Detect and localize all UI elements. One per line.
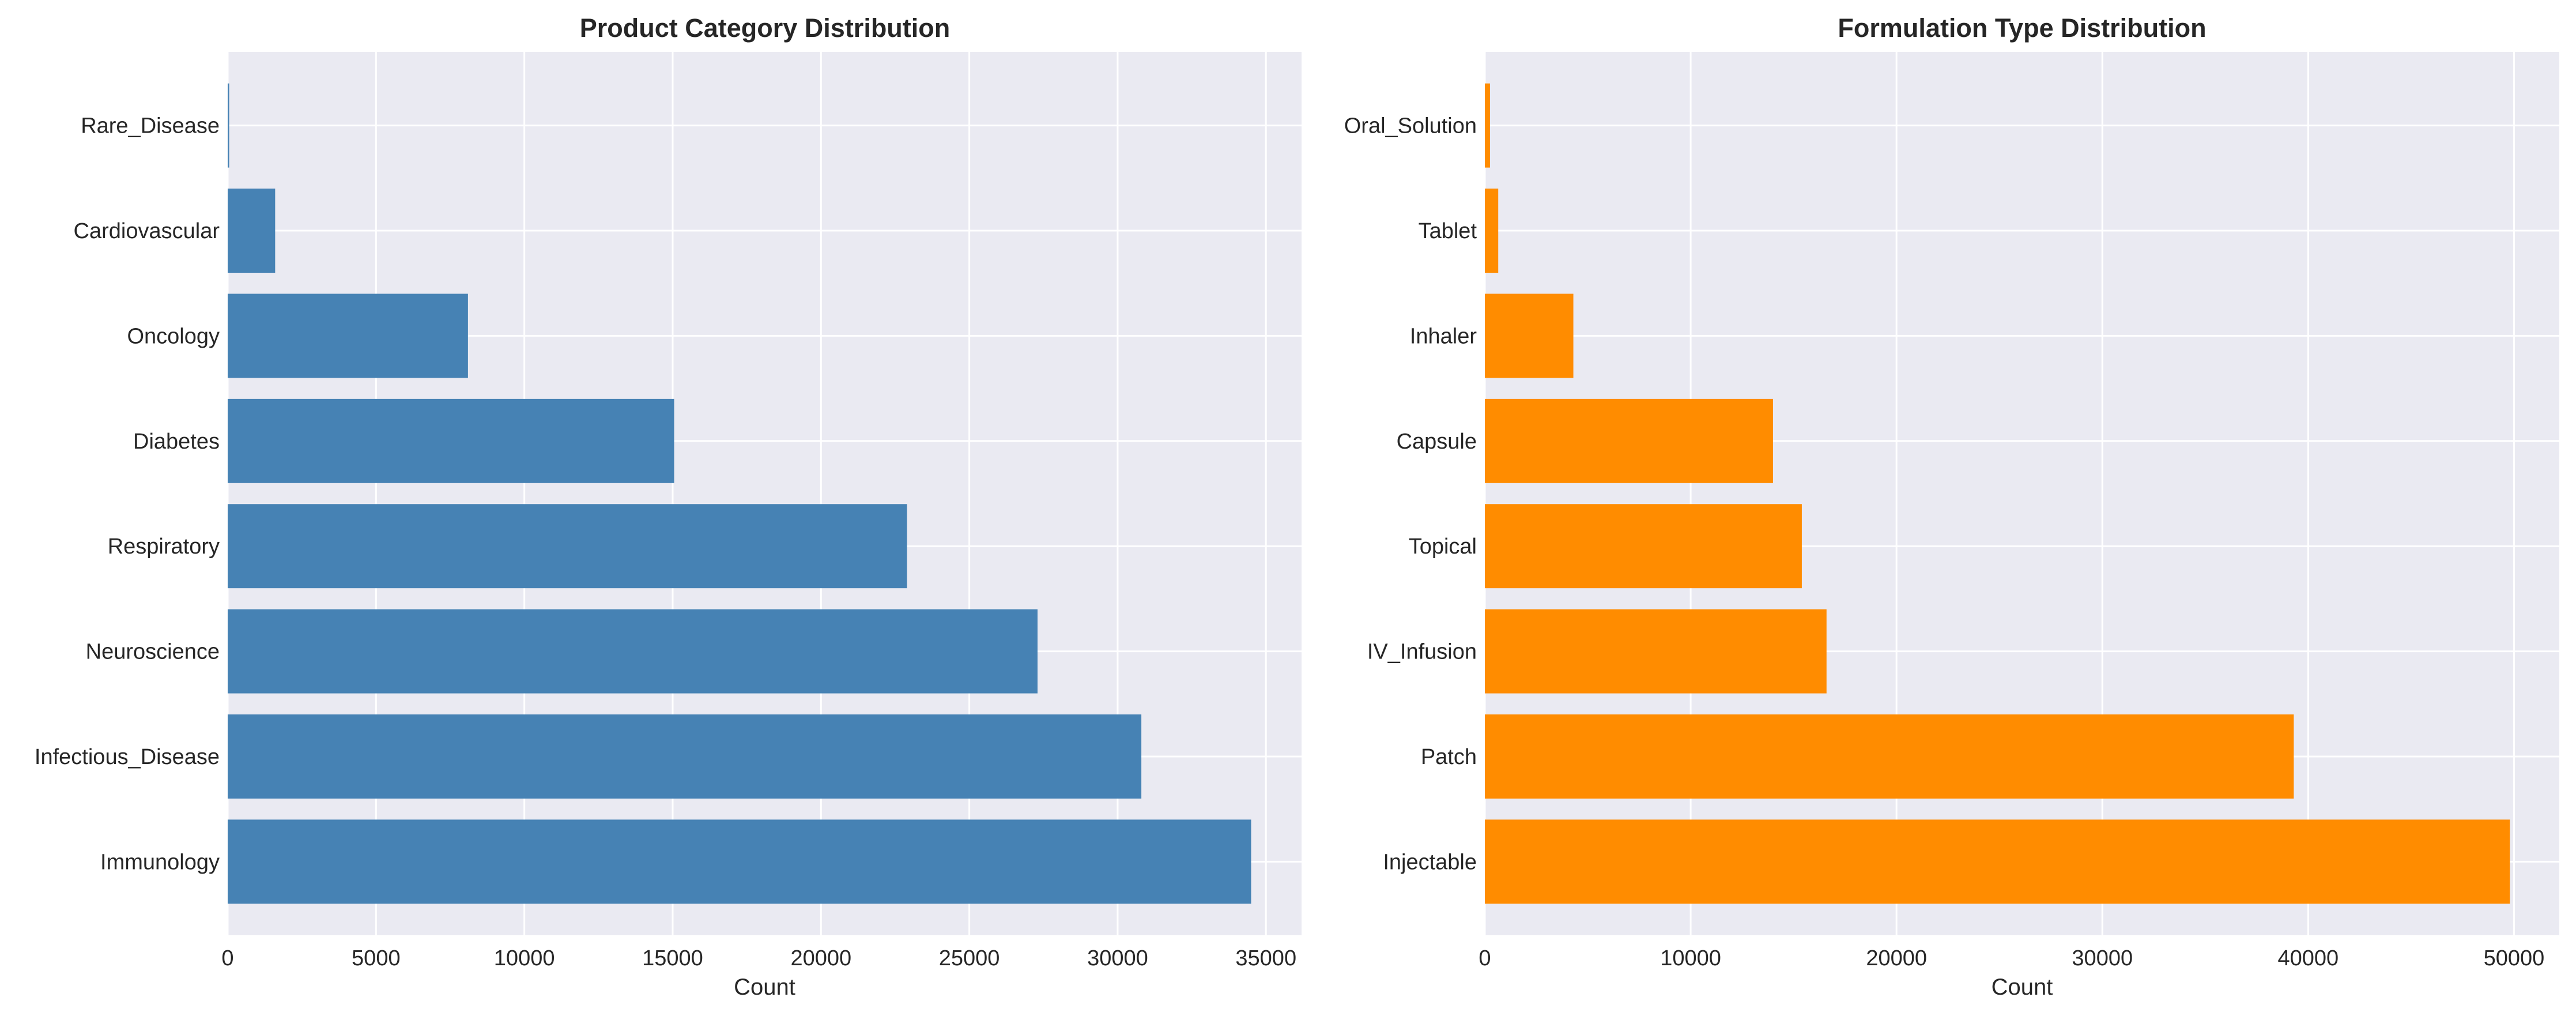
y-tick-label: Topical (1409, 535, 1477, 559)
y-tick-label: Neuroscience (86, 640, 220, 664)
bar-tablet (1485, 189, 1499, 273)
x-tick-label: 20000 (1866, 946, 1927, 970)
bar-oncology (228, 293, 468, 378)
bar-cardiovascular (228, 189, 276, 273)
bar-diabetes (228, 398, 674, 483)
bar-infectious-disease (228, 714, 1142, 799)
x-tick-label: 30000 (2072, 946, 2133, 970)
bar-respiratory (228, 504, 907, 589)
x-tick-label: 30000 (1087, 946, 1148, 970)
bar-topical (1485, 504, 1802, 589)
x-tick-label: 40000 (2278, 946, 2339, 970)
x-axis-label: Count (1992, 974, 2053, 1000)
y-tick-label: Oral_Solution (1344, 114, 1477, 138)
x-tick-label: 20000 (790, 946, 851, 970)
bar-neuroscience (228, 609, 1038, 694)
plot-background (1485, 52, 2559, 935)
bar-patch (1485, 714, 2294, 799)
x-axis-label: Count (734, 974, 795, 1000)
bar-immunology (228, 819, 1251, 904)
y-tick-label: Respiratory (108, 535, 220, 559)
bar-oral-solution (1485, 83, 1490, 168)
chart-panel-1: Immunology Infectious_Disease Neuroscience… (35, 13, 1302, 1000)
y-tick-label: Rare_Disease (81, 114, 220, 138)
bar-iv-infusion (1485, 609, 1827, 694)
x-tick-label: 0 (221, 946, 233, 970)
chart-panel-2: Injectable Patch IV_Infusion Topical Capsule… (1344, 13, 2559, 1000)
x-tick-label: 0 (1479, 946, 1491, 970)
y-tick-label: IV_Infusion (1367, 640, 1477, 664)
bar-rare-disease (228, 83, 229, 168)
bar-capsule (1485, 398, 1773, 483)
y-tick-label: Tablet (1419, 219, 1477, 243)
y-tick-label: Cardiovascular (74, 219, 220, 243)
y-tick-label: Oncology (127, 324, 220, 348)
chart-title: Product Category Distribution (580, 13, 951, 43)
plot-background (228, 52, 1302, 935)
y-tick-label: Capsule (1397, 430, 1477, 454)
bar-inhaler (1485, 293, 1574, 378)
x-tick-label: 25000 (939, 946, 1000, 970)
chart-title: Formulation Type Distribution (1838, 13, 2206, 43)
x-tick-label: 50000 (2484, 946, 2545, 970)
y-tick-label: Infectious_Disease (35, 745, 220, 769)
x-tick-label: 10000 (494, 946, 555, 970)
y-tick-label: Immunology (100, 850, 220, 874)
y-tick-label: Patch (1421, 745, 1477, 769)
y-tick-label: Injectable (1383, 850, 1477, 874)
y-tick-label: Inhaler (1410, 324, 1477, 348)
x-tick-label: 35000 (1235, 946, 1296, 970)
bar-injectable (1485, 819, 2510, 904)
x-tick-label: 15000 (642, 946, 703, 970)
x-tick-label: 5000 (352, 946, 401, 970)
y-tick-label: Diabetes (133, 430, 220, 454)
x-tick-label: 10000 (1660, 946, 1721, 970)
